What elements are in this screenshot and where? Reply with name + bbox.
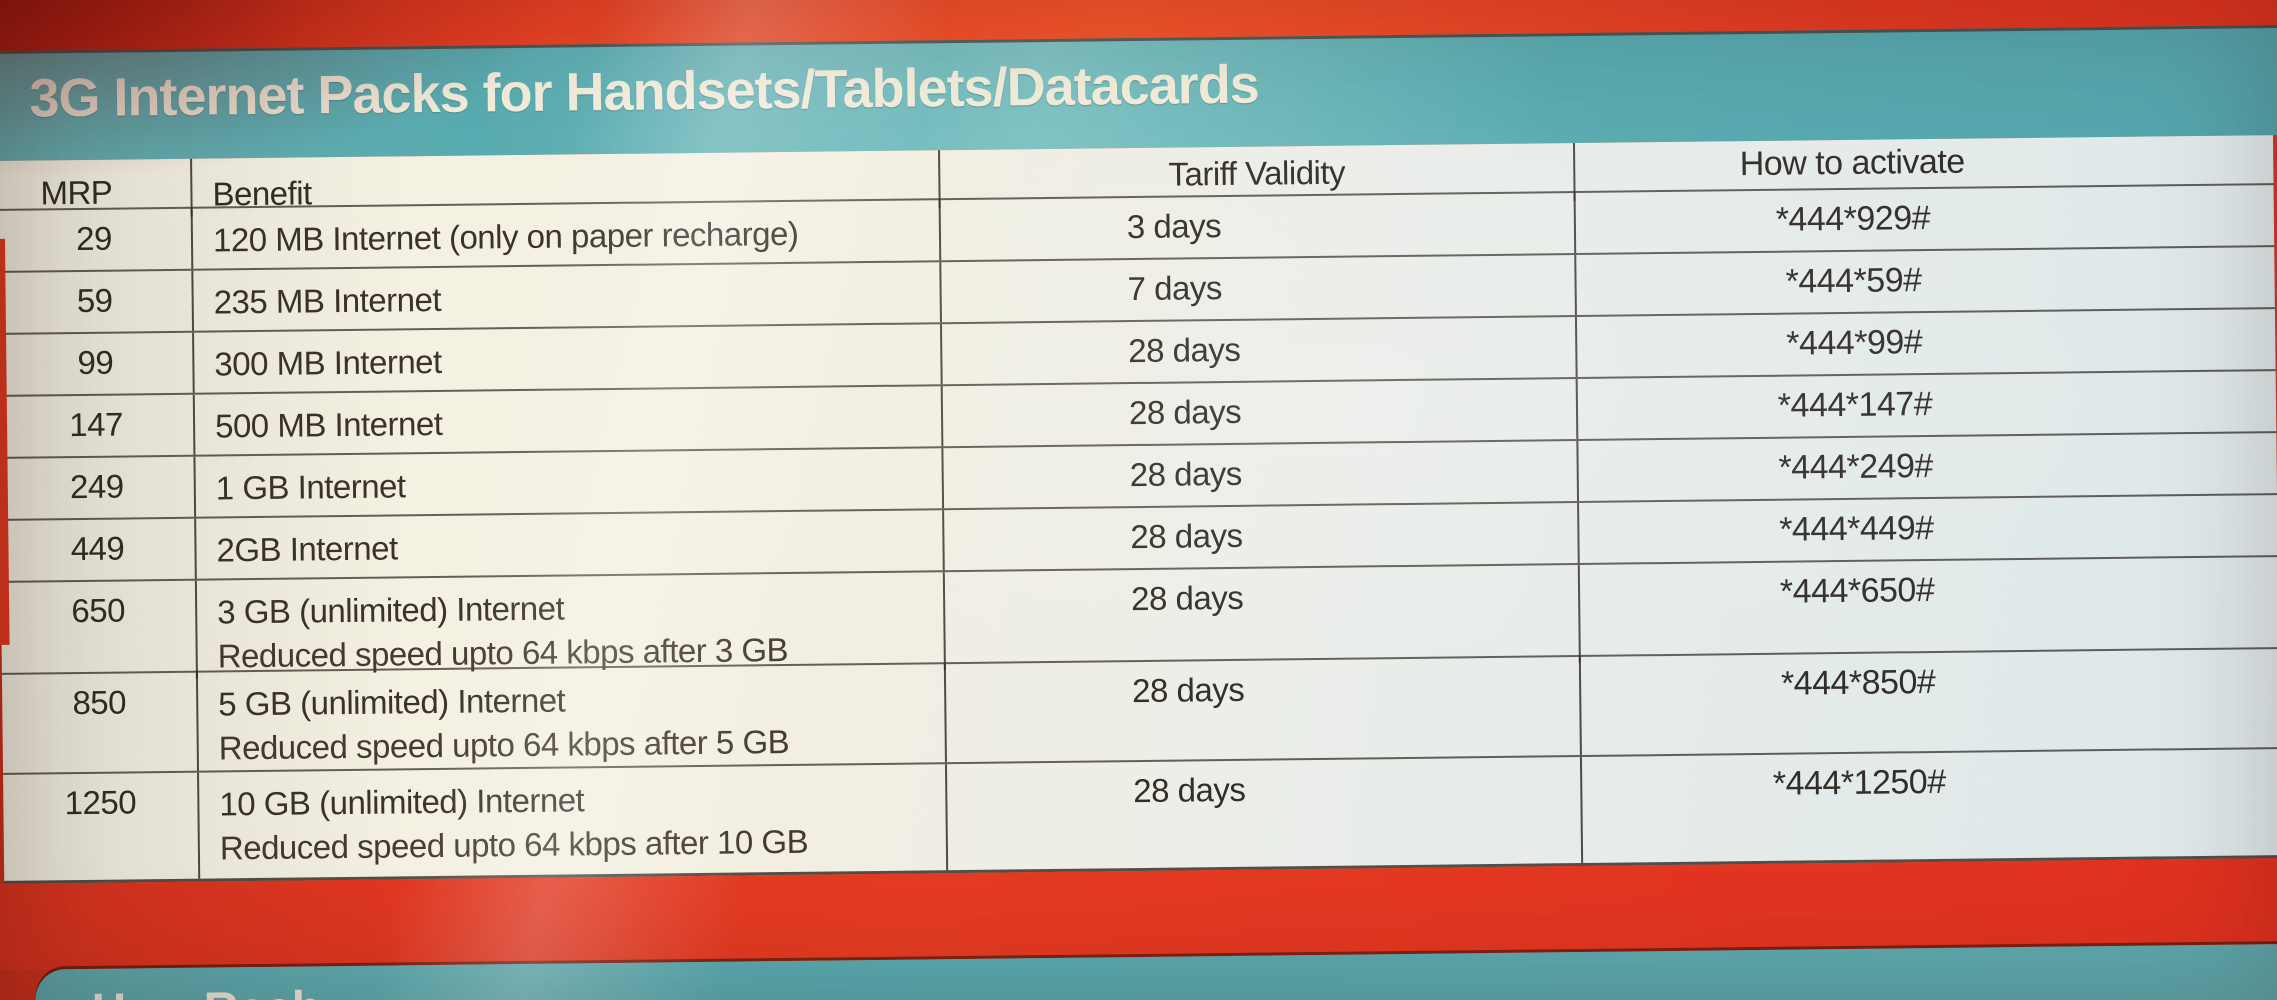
ussd-code-cell: *444*99# (1786, 323, 1923, 363)
ussd-code-cell: *444*850# (1780, 662, 1936, 703)
ussd-code-cell: *444*1250# (1772, 762, 1946, 803)
benefit-line1: 1 GB Internet (215, 467, 406, 507)
validity-cell: 28 days (944, 564, 1581, 671)
mrp-cell: 449 (0, 518, 197, 581)
benefit-cell: 300 MB Internet (194, 324, 943, 393)
next-section-text-fragment: H (91, 984, 126, 1000)
benefit-cell: 120 MB Internet (only on paper recharge) (192, 200, 942, 269)
mrp-cell: 59 (0, 270, 195, 333)
benefit-line2: Reduced speed upto 64 kbps after 10 GB (219, 822, 809, 867)
benefit-line1: 235 MB Internet (213, 280, 442, 321)
validity-cell: 28 days (944, 503, 1580, 571)
benefit-line1: 2GB Internet (216, 529, 398, 569)
validity-cell: 28 days (943, 441, 1580, 509)
section-title: 3G Internet Packs for Handsets/Tablets/D… (29, 54, 1260, 129)
ussd-code-cell: *444*650# (1779, 570, 1935, 611)
validity-cell: 7 days (941, 255, 1577, 323)
benefit-cell: 3 GB (unlimited) Internet Reduced speed … (196, 572, 946, 679)
ussd-code-cell: *444*147# (1777, 384, 1933, 425)
benefit-cell: 10 GB (unlimited) Internet Reduced speed… (199, 764, 949, 879)
mrp-cell: 147 (0, 394, 196, 457)
next-section-text-fragment: Rech (203, 981, 321, 1000)
mrp-cell: 850 (1, 672, 200, 773)
mrp-cell: 650 (0, 580, 198, 681)
benefit-line2: Reduced speed upto 64 kbps after 5 GB (218, 722, 790, 767)
validity-cell: 28 days (945, 656, 1582, 763)
ussd-code-cell: *444*449# (1778, 508, 1934, 549)
benefit-cell: 1 GB Internet (195, 448, 945, 517)
benefit-line1: 300 MB Internet (214, 342, 442, 383)
benefit-line1: 120 MB Internet (only on paper recharge) (212, 214, 799, 259)
ussd-code-cell: *444*929# (1775, 199, 1931, 239)
benefit-cell: 235 MB Internet (193, 262, 942, 331)
mrp-cell: 249 (0, 456, 197, 519)
validity-cell: 28 days (946, 756, 1584, 871)
mrp-cell: 1250 (3, 772, 201, 881)
ussd-code-cell: *444*249# (1778, 446, 1934, 487)
tariff-table: MRP Benefit Tariff Validity How to activ… (0, 135, 2277, 884)
validity-cell: 28 days (942, 379, 1579, 447)
benefit-line1: 500 MB Internet (214, 404, 443, 445)
validity-cell: 28 days (941, 317, 1578, 385)
benefit-cell: 500 MB Internet (194, 386, 944, 455)
mrp-cell: 99 (0, 332, 195, 395)
ussd-code-cell: *444*59# (1785, 261, 1922, 301)
benefit-cell: 5 GB (unlimited) Internet Reduced speed … (197, 664, 947, 771)
benefit-cell: 2GB Internet (196, 510, 945, 579)
validity-cell: 3 days (940, 193, 1577, 261)
mrp-cell: 29 (0, 208, 194, 271)
